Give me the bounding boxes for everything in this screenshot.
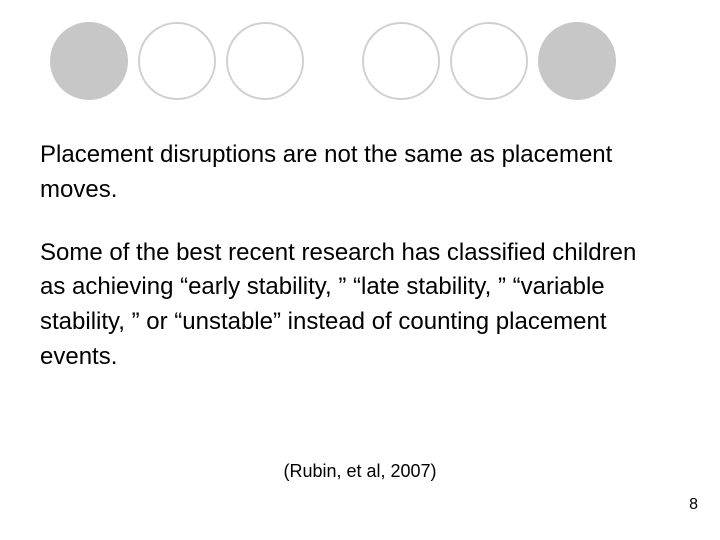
circle-filled-icon	[50, 22, 128, 100]
circle-outline-icon	[450, 22, 528, 100]
slide-body: Placement disruptions are not the same a…	[40, 138, 660, 403]
circle-outline-icon	[138, 22, 216, 100]
circle-filled-icon	[538, 22, 616, 100]
circle-spacer	[314, 22, 352, 100]
paragraph-2: Some of the best recent research has cla…	[40, 236, 660, 375]
circle-outline-icon	[362, 22, 440, 100]
paragraph-1: Placement disruptions are not the same a…	[40, 138, 660, 208]
circle-outline-icon	[226, 22, 304, 100]
decorative-circles-row	[50, 22, 616, 100]
page-number: 8	[689, 496, 698, 514]
citation: (Rubin, et al, 2007)	[0, 461, 720, 482]
